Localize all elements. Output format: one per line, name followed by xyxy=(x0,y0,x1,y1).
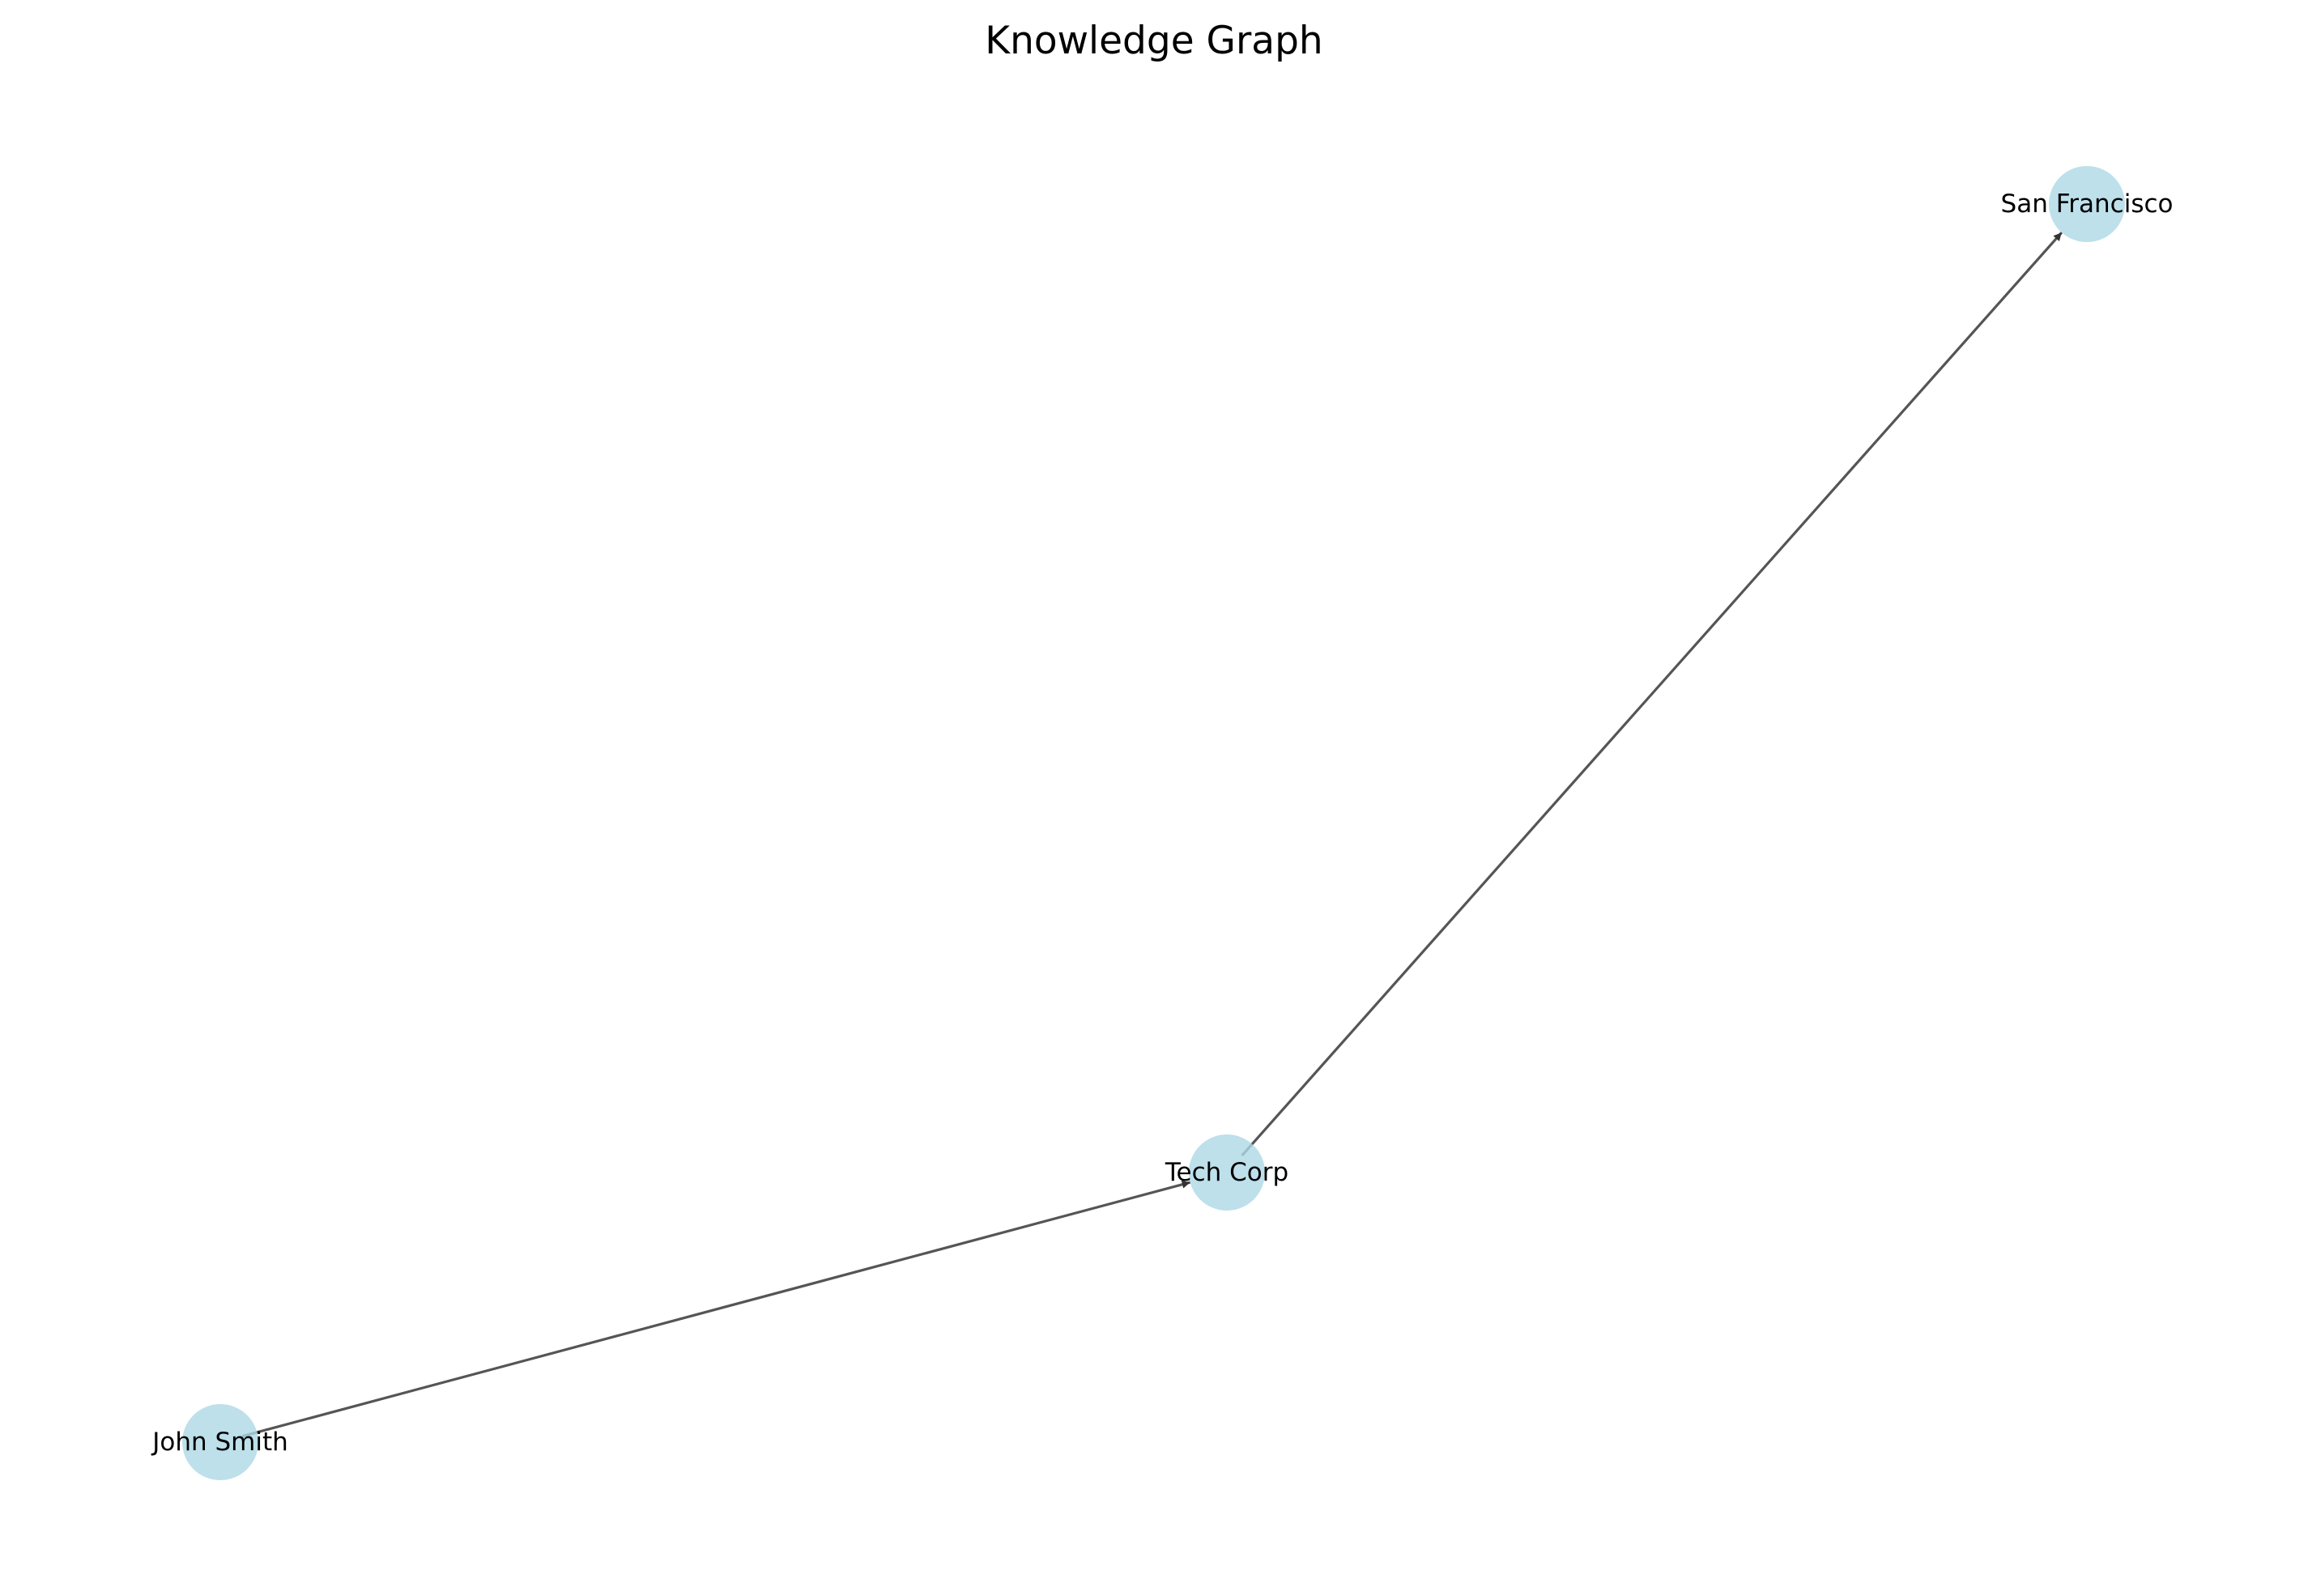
node-label: San Francisco xyxy=(2001,189,2174,219)
node-circle xyxy=(1189,1134,1265,1211)
node-john-smith[interactable]: John Smith xyxy=(151,1404,288,1480)
node-san-francisco[interactable]: San Francisco xyxy=(2001,166,2174,242)
node-label: John Smith xyxy=(151,1428,288,1457)
edge-tech-corp-to-san-francisco xyxy=(1241,232,2063,1156)
edge-john-smith-to-tech-corp xyxy=(241,1180,1191,1438)
node-circle xyxy=(2049,166,2125,242)
node-circle xyxy=(182,1404,258,1480)
graph-title: Knowledge Graph xyxy=(985,19,1322,63)
node-tech-corp[interactable]: Tech Corp xyxy=(1165,1134,1288,1211)
edges-layer xyxy=(241,232,2063,1438)
nodes-layer: John Smith Tech Corp San Francisco xyxy=(151,166,2173,1480)
node-label: Tech Corp xyxy=(1165,1158,1288,1187)
